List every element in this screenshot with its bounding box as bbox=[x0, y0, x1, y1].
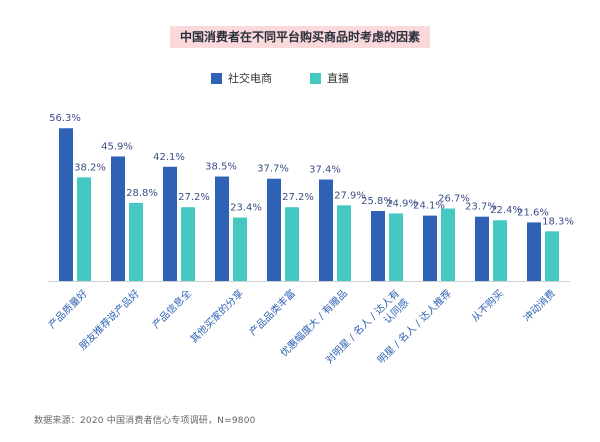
data-source-note: 数据来源：2020 中国消费者信心专项调研，N=9800 bbox=[34, 416, 256, 426]
bar-livestream-3 bbox=[233, 217, 247, 281]
value-label-social-ecommerce-0: 56.3% bbox=[49, 113, 81, 124]
value-label-livestream-1: 28.8% bbox=[126, 188, 158, 199]
value-label-livestream-5: 27.9% bbox=[334, 190, 366, 201]
value-label-livestream-2: 27.2% bbox=[178, 192, 210, 203]
legend-item-series2: 直播 bbox=[310, 70, 349, 86]
legend-swatch-series2 bbox=[310, 72, 321, 84]
value-label-social-ecommerce-7: 24.1% bbox=[413, 201, 445, 212]
bar-livestream-4 bbox=[285, 207, 299, 281]
category-label-2: 产品信息全 bbox=[149, 287, 194, 332]
value-label-livestream-4: 27.2% bbox=[282, 192, 314, 203]
value-label-social-ecommerce-9: 21.6% bbox=[517, 207, 549, 218]
legend-label-series1: 社交电商 bbox=[228, 72, 272, 85]
bar-social-ecommerce-9 bbox=[527, 222, 541, 281]
value-label-livestream-8: 22.4% bbox=[490, 205, 522, 216]
bar-social-ecommerce-3 bbox=[215, 176, 229, 281]
value-label-livestream-7: 26.7% bbox=[438, 194, 470, 205]
legend: 社交电商 直播 bbox=[211, 70, 349, 86]
value-label-social-ecommerce-2: 42.1% bbox=[153, 152, 185, 163]
bar-social-ecommerce-5 bbox=[319, 179, 333, 281]
value-label-social-ecommerce-3: 38.5% bbox=[205, 162, 237, 173]
category-label-3: 其他买家的分享 bbox=[187, 287, 246, 346]
bar-social-ecommerce-6 bbox=[371, 210, 385, 281]
legend-item-series1: 社交电商 bbox=[211, 70, 272, 86]
category-label-9: 冲动消费 bbox=[520, 287, 557, 324]
bar-livestream-9 bbox=[545, 231, 559, 281]
value-label-livestream-9: 18.3% bbox=[542, 216, 574, 227]
bar-livestream-6 bbox=[389, 213, 403, 281]
value-label-livestream-3: 23.4% bbox=[230, 203, 262, 214]
legend-swatch-series1 bbox=[211, 72, 222, 84]
bar-social-ecommerce-8 bbox=[475, 216, 489, 281]
bar-livestream-0 bbox=[77, 177, 91, 281]
value-label-social-ecommerce-4: 37.7% bbox=[257, 164, 289, 175]
chart-title-wrap: 中国消费者在不同平台购买商品时考虑的因素 bbox=[0, 26, 600, 48]
bar-livestream-7 bbox=[441, 208, 455, 281]
bar-livestream-8 bbox=[493, 220, 507, 281]
bar-social-ecommerce-0 bbox=[59, 128, 73, 281]
bar-social-ecommerce-1 bbox=[111, 156, 125, 281]
category-label-8: 从不购买 bbox=[468, 287, 505, 324]
bar-social-ecommerce-2 bbox=[163, 166, 177, 281]
bar-social-ecommerce-7 bbox=[423, 215, 437, 281]
bar-chart: 56.3%38.2%产品质量好45.9%28.8%朋友推荐说产品好42.1%27… bbox=[45, 113, 574, 366]
bar-livestream-2 bbox=[181, 207, 195, 281]
bar-social-ecommerce-4 bbox=[267, 178, 281, 281]
category-label-4: 产品品类丰富 bbox=[246, 287, 298, 339]
value-label-social-ecommerce-1: 45.9% bbox=[101, 141, 133, 152]
value-label-social-ecommerce-5: 37.4% bbox=[309, 165, 341, 176]
value-label-social-ecommerce-8: 23.7% bbox=[465, 202, 497, 213]
value-label-livestream-0: 38.2% bbox=[74, 162, 106, 173]
bar-livestream-1 bbox=[129, 202, 143, 281]
value-label-livestream-6: 24.9% bbox=[386, 198, 418, 209]
category-label-0: 产品质量好 bbox=[45, 287, 90, 332]
legend-label-series2: 直播 bbox=[327, 72, 349, 85]
chart-title: 中国消费者在不同平台购买商品时考虑的因素 bbox=[169, 26, 430, 48]
value-label-social-ecommerce-6: 25.8% bbox=[361, 196, 393, 207]
bar-livestream-5 bbox=[337, 205, 351, 281]
